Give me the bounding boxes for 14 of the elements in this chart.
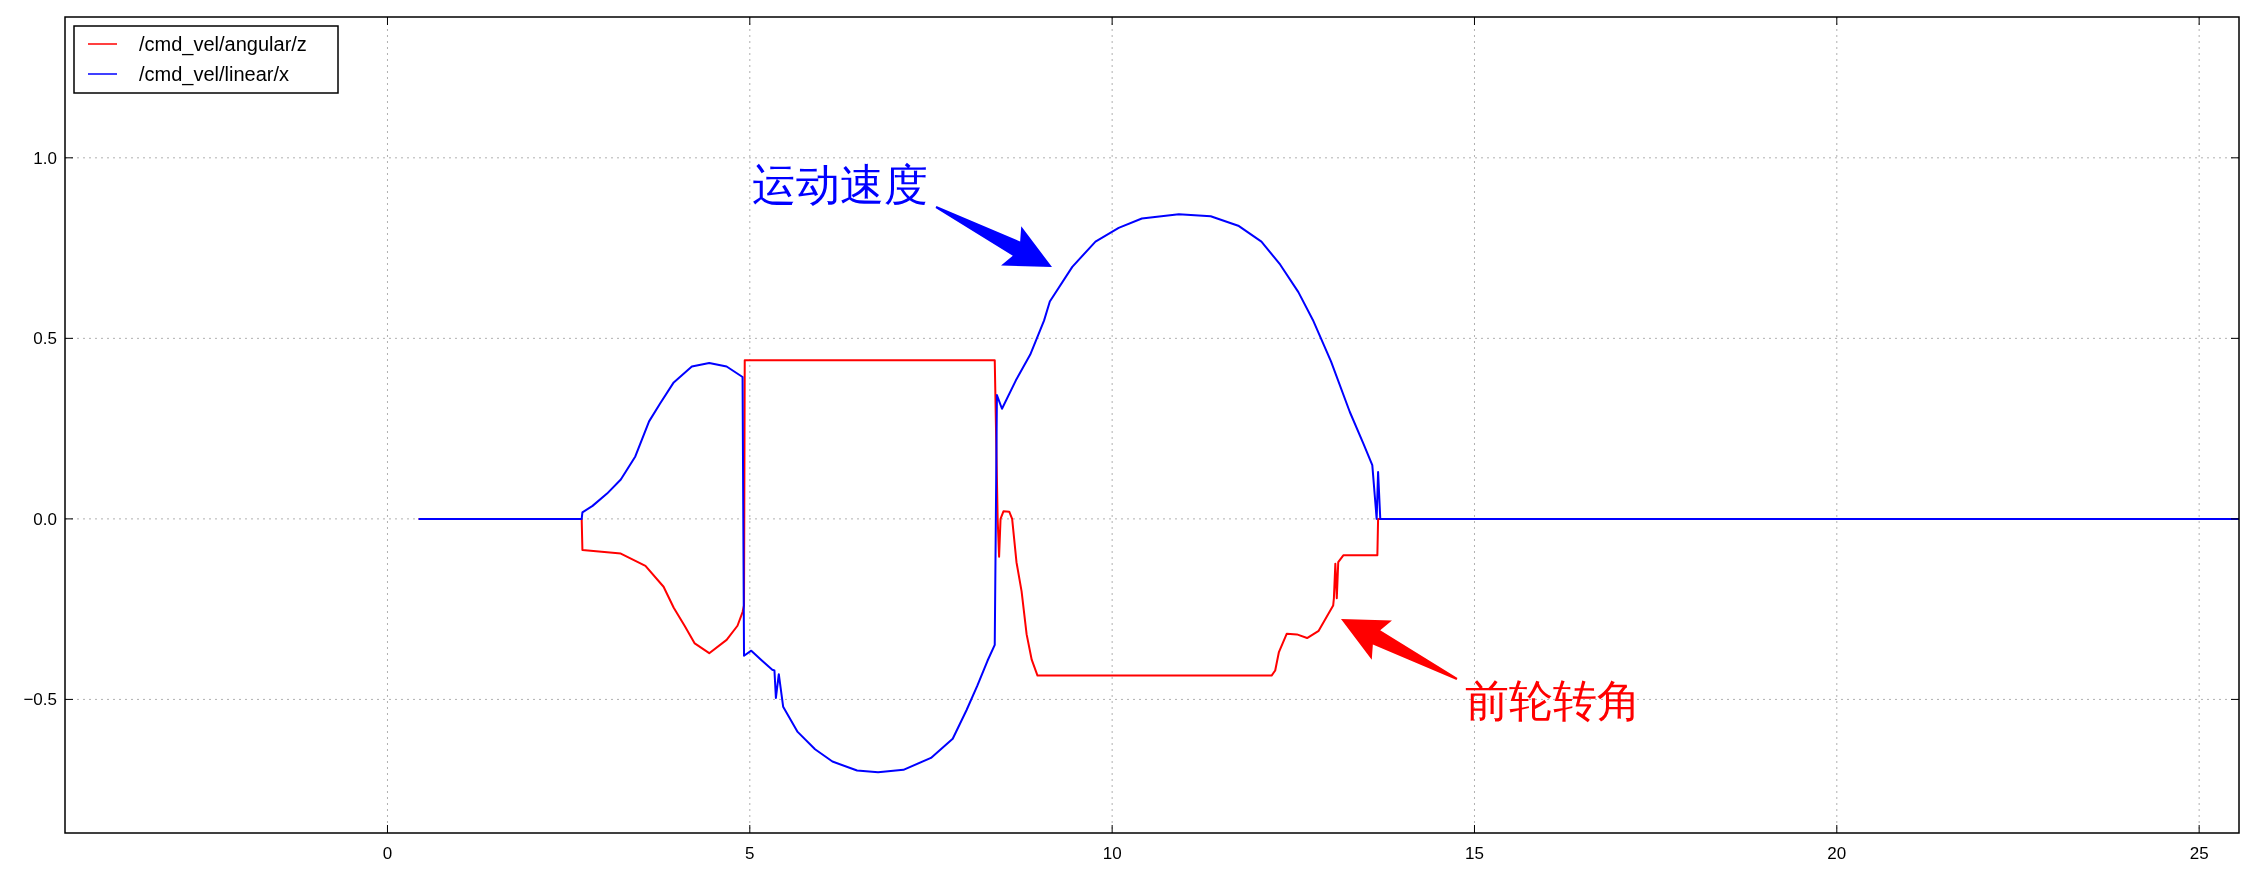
legend-label: /cmd_vel/angular/z xyxy=(139,33,307,56)
annotation: 运动速度 xyxy=(752,160,928,210)
x-tick-label: 5 xyxy=(745,844,755,863)
x-tick-label: 10 xyxy=(1102,844,1122,863)
y-tick-label: −0.5 xyxy=(23,690,57,710)
y-tick-label: 1.0 xyxy=(33,148,57,168)
legend-label: /cmd_vel/linear/x xyxy=(139,63,290,86)
x-tick-label: 0 xyxy=(382,844,393,863)
y-tick-label: 0.5 xyxy=(33,329,57,349)
x-tick-label: 20 xyxy=(1827,844,1847,863)
annotation: 前轮转角 xyxy=(1465,676,1641,726)
x-tick-label: 25 xyxy=(2189,844,2209,863)
x-tick-label: 15 xyxy=(1465,844,1484,863)
y-tick-label: 0.0 xyxy=(33,509,57,529)
